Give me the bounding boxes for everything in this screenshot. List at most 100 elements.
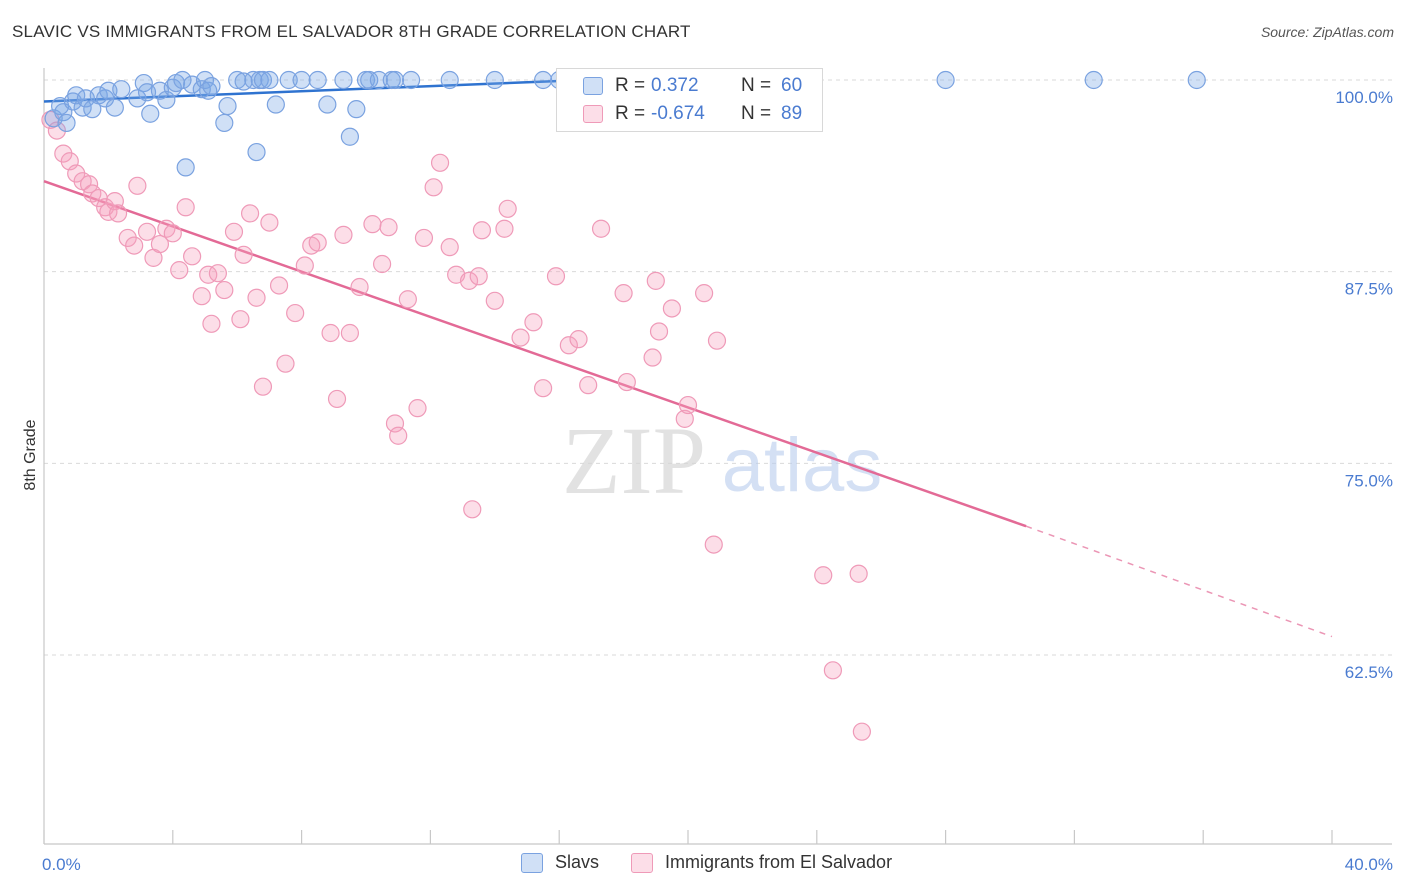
x-tick-label-right: 40.0% <box>1345 855 1393 874</box>
salvador-point <box>559 336 578 355</box>
salvador-swatch <box>583 105 603 123</box>
salvador-point <box>389 426 408 445</box>
salvador-point <box>646 271 665 290</box>
salvador-point <box>234 245 253 264</box>
legend: R = 0.372 N = 60 R = -0.674 N = 89 <box>556 68 823 132</box>
slavs-point <box>360 70 379 90</box>
slavs-point <box>202 77 221 96</box>
slavs-point <box>279 70 298 90</box>
legend-n-label: N = <box>741 75 772 96</box>
salvador-point <box>163 224 182 243</box>
axes <box>43 68 1392 845</box>
salvador-point <box>260 213 279 232</box>
legend-n-value: 60 <box>781 75 803 96</box>
salvador-point <box>308 233 327 252</box>
salvador-point <box>704 535 723 554</box>
salvador-point <box>183 247 202 266</box>
slavs-point <box>266 95 285 114</box>
salvador-point <box>524 313 543 332</box>
legend-r-value: 0.372 <box>651 75 699 96</box>
salvador-point <box>350 277 369 297</box>
slavs-point <box>347 100 366 119</box>
legend-n-value: 89 <box>781 103 803 124</box>
salvador-point <box>472 221 492 240</box>
source-label: Source: ZipAtlas.com <box>1260 24 1394 40</box>
tick-labels: 100.0% 87.5% 75.0% 62.5% 0.0% 40.0% <box>42 88 1393 874</box>
slavs-swatch <box>521 852 543 873</box>
slavs-point <box>308 70 327 90</box>
legend-row-salvador: R = -0.674 N = 89 <box>557 100 802 128</box>
slavs-point <box>292 70 311 90</box>
salvador-point <box>579 376 598 395</box>
slavs-point <box>340 127 359 146</box>
salvador-point <box>334 225 353 244</box>
salvador-point <box>408 399 427 418</box>
bottom-legend-salvador-label: Immigrants from El Salvador <box>665 852 893 872</box>
salvador-point <box>469 267 488 286</box>
salvador-point <box>424 178 443 197</box>
salvador-point <box>678 395 698 415</box>
salvador-point <box>459 271 479 290</box>
salvador-point <box>398 290 417 309</box>
salvador-point <box>414 228 434 248</box>
salvador-point <box>192 287 211 306</box>
slavs-point <box>1084 70 1103 90</box>
salvador-point <box>108 204 128 223</box>
salvador-trend-line <box>43 180 1027 528</box>
salvador-point <box>363 215 382 234</box>
salvador-point <box>240 204 260 223</box>
salvador-point <box>591 219 611 238</box>
salvador-point <box>276 354 295 373</box>
salvador-trend-extension <box>1025 525 1333 638</box>
slavs-point <box>385 70 405 90</box>
salvador-point <box>176 198 195 217</box>
salvador-point <box>495 219 514 238</box>
slavs-swatch <box>583 77 603 95</box>
slavs-point <box>485 70 504 90</box>
data-points <box>41 70 1206 741</box>
slavs-point <box>173 70 192 90</box>
slavs-point <box>141 104 160 123</box>
bottom-legend: Slavs Immigrants from El Salvador <box>0 852 1406 878</box>
slavs-point <box>176 158 195 177</box>
salvador-point <box>849 564 868 583</box>
salvador-point <box>379 218 398 237</box>
salvador-point <box>125 236 144 255</box>
salvador-point <box>215 280 234 300</box>
salvador-point <box>546 267 566 286</box>
slavs-point <box>318 95 337 114</box>
y-tick-label: 62.5% <box>1345 663 1393 682</box>
slavs-point <box>57 113 76 133</box>
salvador-point <box>694 284 714 303</box>
salvador-point <box>430 153 450 172</box>
legend-r-value: -0.674 <box>651 103 705 124</box>
salvador-point <box>247 288 266 307</box>
salvador-point <box>373 254 392 274</box>
legend-r-label: R = <box>615 75 646 96</box>
slavs-point <box>218 96 237 116</box>
bottom-legend-slavs: Slavs <box>521 852 599 873</box>
salvador-point <box>643 348 662 367</box>
salvador-point <box>649 322 669 341</box>
salvador-point <box>231 310 250 329</box>
salvador-point <box>327 389 347 409</box>
salvador-point <box>533 379 553 398</box>
slavs-point <box>112 80 131 99</box>
salvador-point <box>463 500 482 519</box>
salvador-point <box>150 234 170 254</box>
slavs-point <box>260 70 279 90</box>
salvador-point <box>202 314 221 333</box>
salvador-point <box>707 331 727 350</box>
x-tick-label-left: 0.0% <box>42 855 81 874</box>
salvador-point <box>852 722 871 741</box>
slavs-point <box>533 70 553 90</box>
legend-row-slavs: R = 0.372 N = 60 <box>557 72 802 100</box>
salvador-point <box>823 661 843 680</box>
salvador-point <box>617 372 636 392</box>
salvador-point <box>208 264 227 283</box>
salvador-point <box>614 284 633 303</box>
slavs-point <box>253 70 273 90</box>
salvador-point <box>675 409 694 428</box>
salvador-point <box>321 323 340 343</box>
slavs-point <box>247 142 266 162</box>
